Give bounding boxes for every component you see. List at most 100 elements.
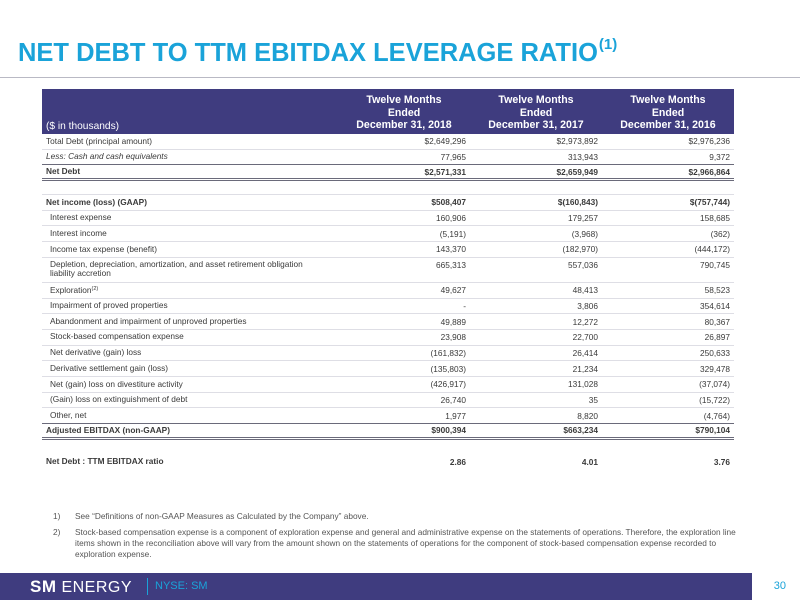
row-value: 26,740 xyxy=(440,394,466,405)
row-label: Stock-based compensation expense xyxy=(50,331,184,342)
row-label: Total Debt (principal amount) xyxy=(46,135,153,146)
row-value: 22,700 xyxy=(572,332,598,343)
row-label: Depletion, depreciation, amortization, a… xyxy=(50,258,303,279)
page-number-box xyxy=(752,573,800,600)
row-value: 179,257 xyxy=(568,213,598,224)
table-row: Stock-based compensation expense 23,908 2… xyxy=(42,330,734,346)
footnotes: 1) See “Definitions of non-GAAP Measures … xyxy=(53,511,753,565)
table-row: Interest income (5,191) (3,968) (362) xyxy=(42,226,734,243)
row-value: 557,036 xyxy=(568,259,598,270)
column-header-2017: Twelve Months Ended December 31, 2017 xyxy=(488,94,584,132)
row-value: 313,943 xyxy=(568,152,598,163)
row-value: 49,627 xyxy=(440,285,466,296)
row-value: $2,966,864 xyxy=(688,166,730,177)
table-header: ($ in thousands) Twelve Months Ended Decem… xyxy=(42,89,734,134)
row-value: 80,367 xyxy=(704,316,730,327)
row-value: (161,832) xyxy=(430,347,466,358)
table-row: Income tax expense (benefit) 143,370 (182… xyxy=(42,242,734,258)
row-label: Interest expense xyxy=(50,212,112,223)
table-row: Other, net 1,977 8,820 (4,764) xyxy=(42,408,734,424)
table-row-adjusted-ebitdax: Adjusted EBITDAX (non-GAAP) $900,394 $663… xyxy=(42,424,734,440)
row-value: (362) xyxy=(710,228,730,239)
row-value: $790,104 xyxy=(695,425,730,436)
row-label: Derivative settlement gain (loss) xyxy=(50,362,169,373)
row-value: (15,722) xyxy=(699,394,730,405)
row-value: 26,897 xyxy=(704,332,730,343)
footnote-1: 1) See “Definitions of non-GAAP Measures … xyxy=(53,511,369,521)
row-value: $(160,843) xyxy=(557,197,598,208)
row-label: Less: Cash and cash equivalents xyxy=(46,151,168,162)
row-value: 23,908 xyxy=(440,332,466,343)
row-value: 131,028 xyxy=(568,379,598,390)
footer-bar: SM ENERGY NYSE: SM 30 xyxy=(0,573,800,600)
row-value: 58,523 xyxy=(704,285,730,296)
row-value: 35 xyxy=(588,394,598,405)
table-row: Interest expense 160,906 179,257 158,685 xyxy=(42,211,734,227)
row-label: Interest income xyxy=(50,228,107,239)
table-row: Impairment of proved properties - 3,806 35… xyxy=(42,299,734,315)
table-row: Total Debt (principal amount) $2,649,296… xyxy=(42,134,734,150)
reconciliation-table: ($ in thousands) Twelve Months Ended Decem… xyxy=(42,89,734,469)
table-spacer xyxy=(42,181,734,196)
table-row: Net derivative (gain) loss (161,832) 26,4… xyxy=(42,346,734,362)
row-label: Net Debt : TTM EBITDAX ratio xyxy=(46,455,164,466)
row-value: 9,372 xyxy=(709,152,730,163)
row-value: 329,478 xyxy=(700,363,730,374)
row-label: Net derivative (gain) loss xyxy=(50,347,142,358)
table-row: Abandonment and impairment of unproved p… xyxy=(42,314,734,330)
row-value: $2,649,296 xyxy=(424,136,466,147)
row-value: $2,571,331 xyxy=(424,166,466,177)
row-value: 250,633 xyxy=(700,347,730,358)
row-value: 354,614 xyxy=(700,300,730,311)
column-header-2016: Twelve Months Ended December 31, 2016 xyxy=(620,94,716,132)
row-value: 49,889 xyxy=(440,316,466,327)
row-value: - xyxy=(463,300,466,311)
row-value: 665,313 xyxy=(436,259,466,270)
title-footnote-ref: (1) xyxy=(598,36,618,53)
row-label: Abandonment and impairment of unproved p… xyxy=(50,315,247,326)
row-label: Net Debt xyxy=(46,165,81,176)
row-value: $2,659,949 xyxy=(556,166,598,177)
row-value: 26,414 xyxy=(572,347,598,358)
row-value: (182,970) xyxy=(562,244,598,255)
row-label: Net income (loss) (GAAP) xyxy=(46,196,147,207)
row-label: Adjusted EBITDAX (non-GAAP) xyxy=(46,424,170,435)
table-row: Depletion, depreciation, amortization, a… xyxy=(42,258,734,283)
column-header-2018: Twelve Months Ended December 31, 2018 xyxy=(356,94,452,132)
row-value: 77,965 xyxy=(440,152,466,163)
units-label: ($ in thousands) xyxy=(46,121,120,132)
row-value: $508,407 xyxy=(431,197,466,208)
row-label: Net (gain) loss on divestiture activity xyxy=(50,378,183,389)
row-label: (Gain) loss on extinguishment of debt xyxy=(50,394,188,405)
row-value: (426,917) xyxy=(430,379,466,390)
row-value: 790,745 xyxy=(700,259,730,270)
row-value: 3,806 xyxy=(577,300,598,311)
row-value: 158,685 xyxy=(700,213,730,224)
row-value: $2,976,236 xyxy=(688,136,730,147)
row-value: (5,191) xyxy=(439,228,466,239)
row-value: (37,074) xyxy=(699,379,730,390)
row-value: 48,413 xyxy=(572,285,598,296)
footer-divider xyxy=(147,578,148,595)
table-spacer xyxy=(42,440,734,454)
row-value: $2,973,892 xyxy=(556,136,598,147)
footnote-2: 2) Stock-based compensation expense is a … xyxy=(53,527,736,559)
row-label: Income tax expense (benefit) xyxy=(50,243,157,254)
table-row: Exploration(2) 49,627 48,413 58,523 xyxy=(42,283,734,299)
stock-ticker: NYSE: SM xyxy=(155,580,208,592)
table-row-ratio: Net Debt : TTM EBITDAX ratio 2.86 4.01 3.7… xyxy=(42,454,734,470)
row-label: Impairment of proved properties xyxy=(50,300,168,311)
row-value: (4,764) xyxy=(703,410,730,421)
table-row: (Gain) loss on extinguishment of debt 26… xyxy=(42,393,734,409)
footnote-ref: (2) xyxy=(91,285,99,292)
row-value: 4.01 xyxy=(581,456,598,467)
row-value: 3.76 xyxy=(713,456,730,467)
company-logo: SM ENERGY xyxy=(30,577,133,596)
row-value: $(757,744) xyxy=(689,197,730,208)
row-value: 12,272 xyxy=(572,316,598,327)
page-title: NET DEBT TO TTM EBITDAX LEVERAGE RATIO(1… xyxy=(18,36,618,67)
row-value: (444,172) xyxy=(694,244,730,255)
row-value: 160,906 xyxy=(436,213,466,224)
table-row-net-debt: Net Debt $2,571,331 $2,659,949 $2,966,864 xyxy=(42,165,734,182)
row-value: (3,968) xyxy=(571,228,598,239)
